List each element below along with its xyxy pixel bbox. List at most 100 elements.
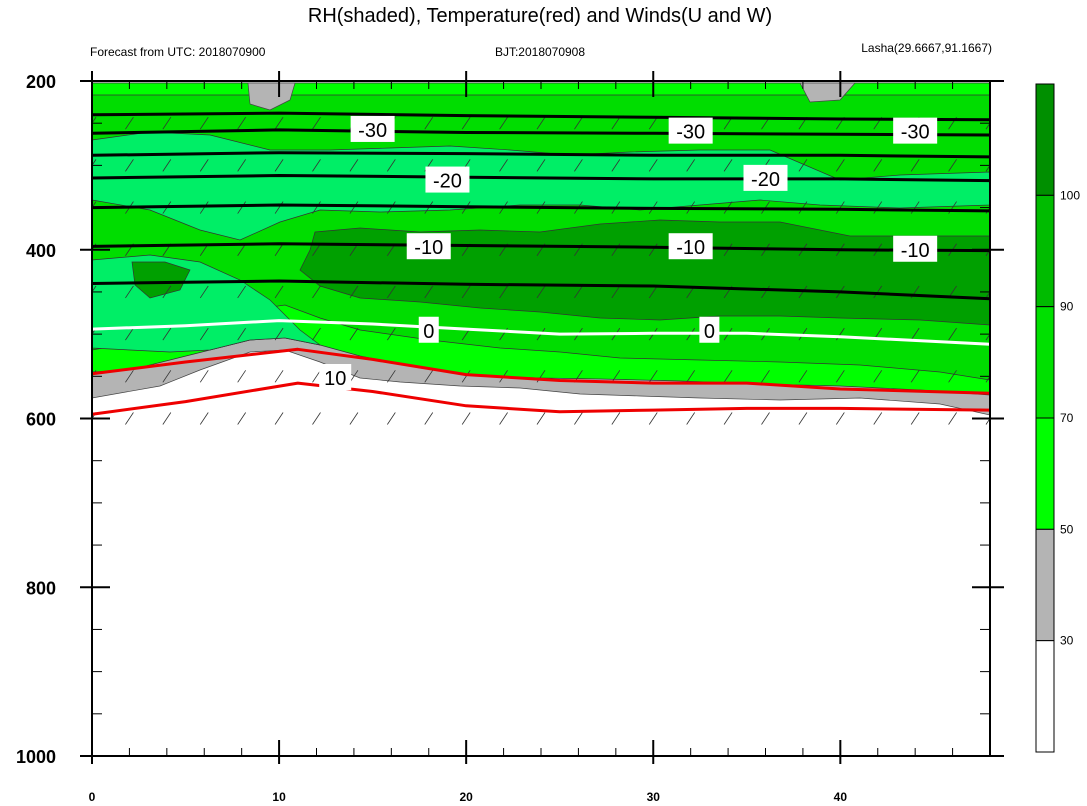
wind-barb — [461, 285, 471, 299]
wind-barb — [424, 412, 434, 425]
wind-barb — [873, 285, 883, 299]
temperature-labels: -30 -30 -30 -20 -20 -10 -10 -10 0 0 10 — [319, 115, 938, 390]
wind-barb — [349, 159, 359, 172]
wind-barb — [312, 243, 321, 256]
wind-barb — [948, 370, 957, 383]
wind-barb — [162, 327, 172, 341]
colorbar-tick-label: 30 — [1060, 634, 1074, 648]
wind-barb — [723, 243, 733, 256]
contour-label: -30 — [358, 120, 387, 142]
temperature-contour-line — [92, 242, 990, 253]
wind-barb — [349, 370, 359, 383]
x-tick-label: 30 — [647, 790, 661, 804]
wind-barb — [686, 370, 695, 383]
wind-barb — [985, 122, 990, 130]
wind-barb — [349, 412, 359, 425]
colorbar-segment — [1035, 528, 1055, 642]
temperature-contour-line — [92, 203, 990, 213]
wind-barb — [648, 412, 658, 425]
contour-label: 0 — [423, 321, 434, 343]
wind-barb — [274, 159, 284, 172]
wind-barb — [125, 412, 134, 425]
colorbar-tick-label: 50 — [1060, 522, 1074, 536]
wind-barb — [162, 370, 172, 383]
y-tick-label: 1000 — [16, 747, 56, 767]
colorbar: 100 90 70 50 30 — [1035, 83, 1080, 753]
wind-barb — [424, 285, 434, 299]
colorbar-segment — [1035, 83, 1055, 196]
wind-barb — [910, 412, 920, 425]
temperature-contour-line — [92, 319, 990, 346]
wind-barb — [312, 159, 321, 172]
wind-barb — [948, 159, 957, 172]
y-tick-label: 600 — [26, 410, 56, 430]
colorbar-tick-label: 90 — [1060, 300, 1074, 314]
wind-barb — [199, 201, 209, 214]
wind-barb — [798, 159, 808, 172]
temperature-contour-line — [92, 128, 990, 137]
wind-barb — [199, 327, 209, 341]
wind-barb — [312, 285, 321, 299]
x-tick-label: 40 — [834, 790, 848, 804]
y-tick-label: 200 — [26, 72, 56, 92]
contour-label-box — [668, 117, 713, 144]
wind-barb — [387, 285, 396, 299]
wind-barb — [536, 412, 546, 425]
contour-label-box — [406, 233, 451, 260]
contour-label-box — [350, 115, 395, 142]
wind-barb — [199, 116, 209, 130]
wind-barb — [162, 116, 172, 130]
wind-barb — [574, 159, 583, 172]
x-tick-label: 0 — [89, 790, 96, 804]
contour-label-box — [893, 117, 938, 144]
wind-barb — [387, 370, 396, 383]
x-axis: 0 10 20 30 40 — [89, 71, 991, 804]
contour-label-box — [319, 364, 352, 390]
wind-barb — [349, 201, 359, 214]
wind-barb — [985, 333, 990, 341]
wind-barb — [312, 412, 321, 425]
wind-barb — [237, 412, 246, 425]
wind-barb — [873, 412, 883, 425]
subtitle-bjt: BJT:2018070908 — [495, 45, 585, 59]
wind-barb — [199, 412, 209, 425]
wind-barb — [836, 327, 845, 341]
x-tick-label: 10 — [272, 790, 286, 804]
wind-barb — [798, 201, 808, 214]
wind-barb — [873, 201, 883, 214]
wind-barb — [125, 285, 134, 299]
wind-barb — [274, 285, 284, 299]
contour-label-box — [743, 164, 788, 191]
wind-barb — [349, 327, 359, 341]
wind-barb — [92, 285, 97, 293]
wind-barb — [611, 159, 621, 172]
wind-barb — [92, 201, 97, 209]
colorbar-segment — [1035, 194, 1055, 308]
wind-barb — [349, 285, 359, 299]
wind-barb — [424, 116, 434, 130]
colorbar-tick-label: 70 — [1060, 411, 1074, 425]
wind-barb — [648, 285, 658, 299]
wind-barb — [499, 412, 508, 425]
wind-barb — [798, 370, 808, 383]
wind-barb — [162, 159, 172, 172]
rh-region-mint — [92, 131, 990, 241]
wind-barb — [611, 116, 621, 130]
rh-region-dark-green-2 — [131, 261, 191, 299]
wind-barb — [125, 116, 134, 130]
wind-barb — [237, 159, 246, 172]
wind-barb — [387, 159, 396, 172]
wind-barb — [536, 285, 546, 299]
y-tick-label: 400 — [26, 241, 56, 261]
wind-barb — [312, 370, 321, 383]
temperature-contour-line — [92, 279, 990, 301]
contour-label-box — [418, 316, 439, 343]
wind-barb — [199, 159, 209, 172]
contour-label-box — [699, 316, 720, 343]
wind-barb — [985, 291, 990, 299]
wind-barb — [274, 243, 284, 256]
contour-label: -10 — [414, 237, 443, 259]
wind-barb — [237, 285, 246, 299]
wind-barb — [873, 370, 883, 383]
wind-barb — [274, 412, 284, 425]
